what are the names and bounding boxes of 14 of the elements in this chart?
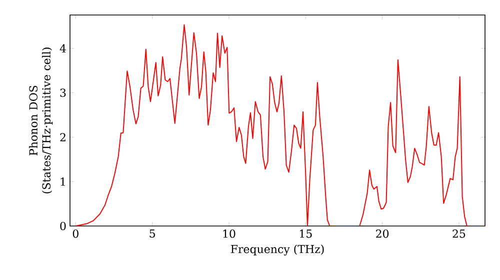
y-tick-label: 1 (60, 177, 65, 186)
x-tick-label: 15 (300, 230, 312, 238)
y-tick-label: 2 (60, 133, 66, 142)
x-tick-label: 5 (150, 230, 155, 238)
x-tick-label: 20 (376, 230, 389, 238)
line-series (75, 24, 486, 226)
y-tick-label: 4 (60, 44, 66, 52)
y-tick-label: 0 (60, 222, 66, 230)
x-axis-title: Frequency (THz) (230, 244, 324, 256)
x-tick-label: 10 (223, 230, 236, 238)
y-axis-title: Phonon DOS (States/THz·primitive cell) (28, 48, 53, 194)
x-tick-label: 0 (72, 230, 78, 238)
y-tick-label: 3 (60, 88, 66, 97)
x-tick-label: 25 (452, 230, 466, 238)
